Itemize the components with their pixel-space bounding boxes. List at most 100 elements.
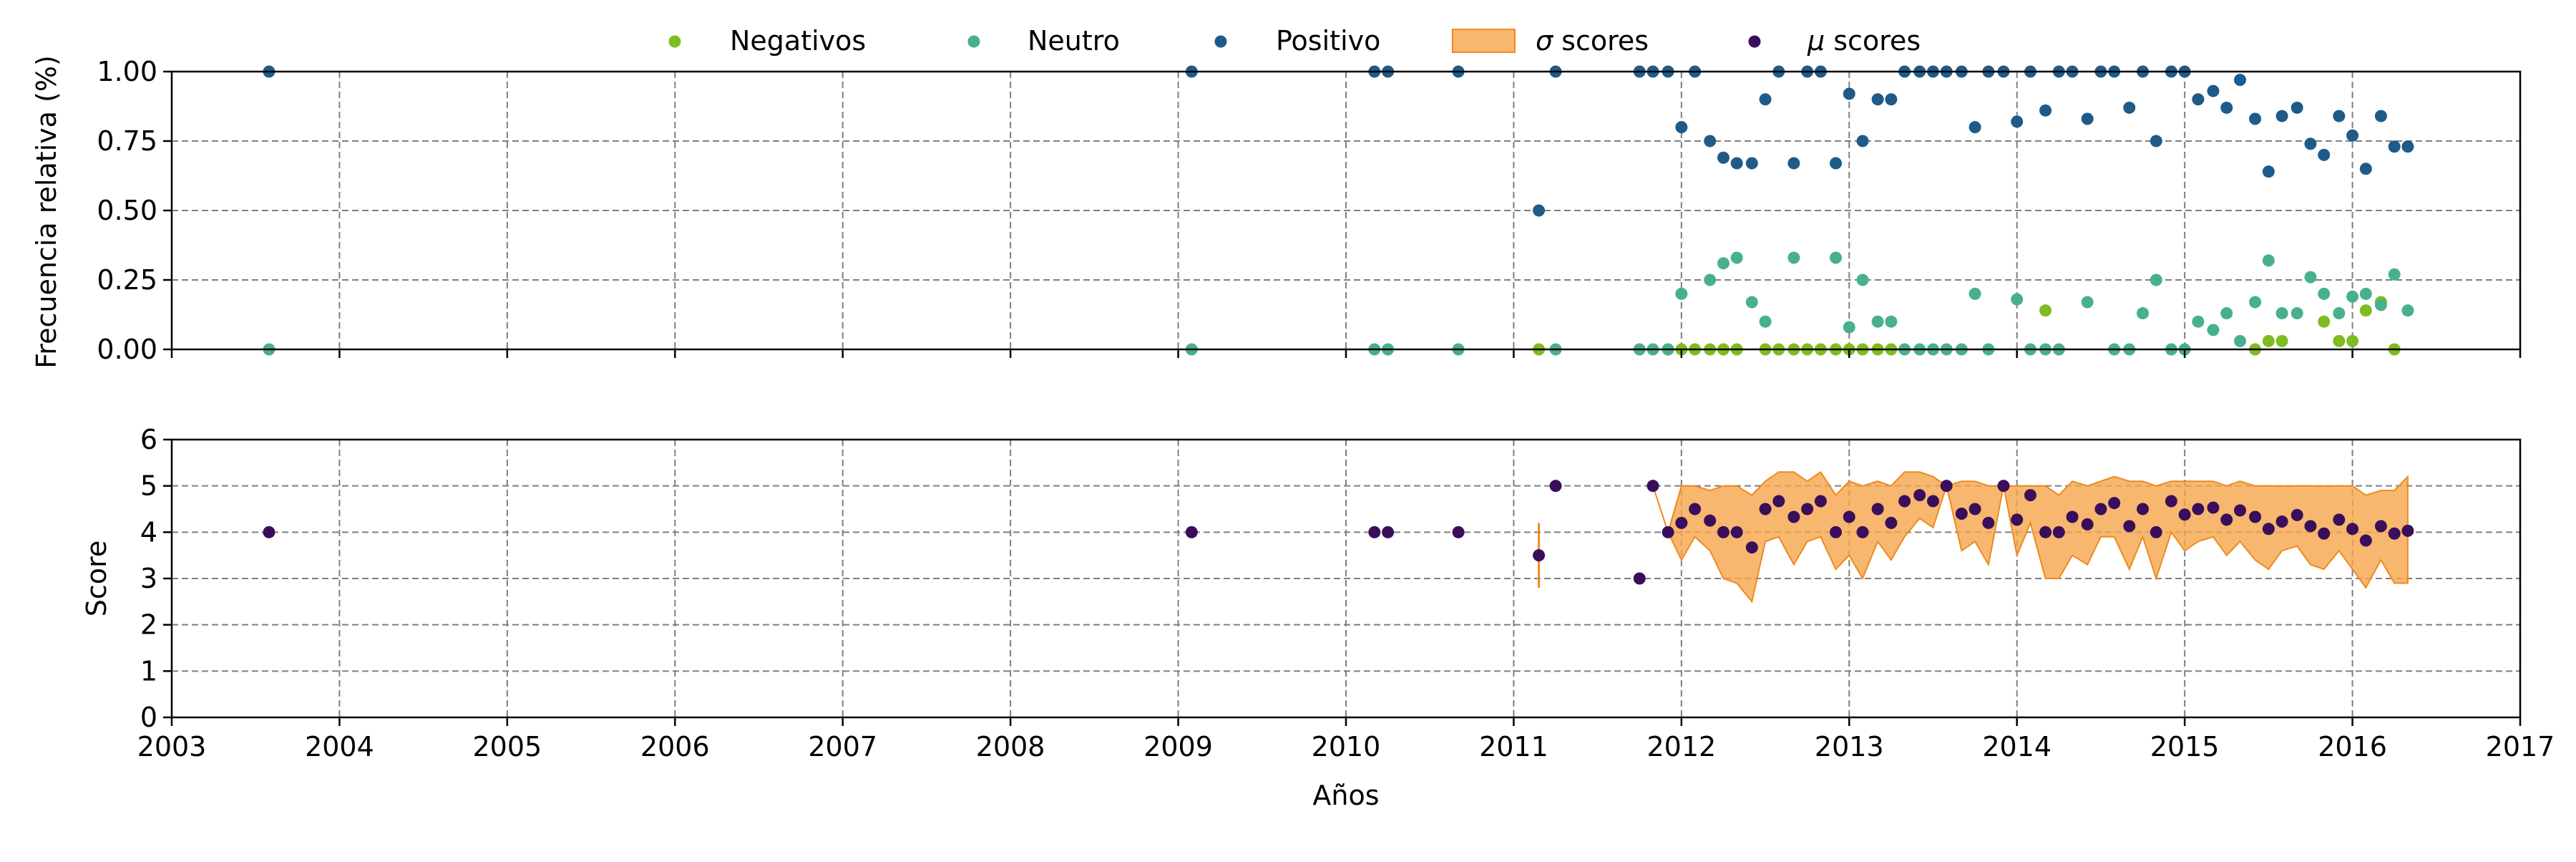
bottom-plot-points	[263, 480, 2414, 585]
neutro-point	[1717, 257, 1729, 270]
mu-score-point	[1982, 516, 1995, 529]
legend-marker-sigma	[1452, 29, 1516, 53]
top-plot-grid	[172, 72, 2520, 349]
neutro-point	[2011, 293, 2024, 306]
positivo-point	[1759, 93, 1772, 106]
positivo-point	[2318, 148, 2331, 161]
top-y-tick-label: 0.00	[97, 334, 157, 365]
neutro-point	[2137, 307, 2150, 320]
x-tick-label: 2008	[976, 731, 1045, 762]
negativos-point	[2318, 315, 2331, 328]
x-tick-label: 2007	[808, 731, 877, 762]
legend-item-sigma-scores: σ scores	[1452, 25, 1649, 57]
neutro-point	[2234, 334, 2247, 347]
neutro-point	[2290, 307, 2303, 320]
positivo-point	[2401, 140, 2414, 153]
bottom-y-tick-label: 3	[140, 563, 157, 594]
negativos-point	[2262, 334, 2275, 347]
mu-score-point	[2123, 520, 2136, 533]
x-tick-label: 2009	[1143, 731, 1213, 762]
positivo-point	[1856, 135, 1869, 147]
mu-score-point	[2081, 518, 2094, 531]
neutro-point	[2318, 287, 2331, 300]
positivo-point	[1717, 151, 1729, 164]
legend: Negativos Neutro Positivo σ scores μ sco…	[668, 25, 1921, 57]
neutro-point	[1787, 251, 1800, 264]
x-tick-label: 2005	[472, 731, 542, 762]
mu-score-point	[1830, 526, 1843, 538]
mu-score-point	[1898, 495, 1911, 508]
x-tick-label: 2016	[2318, 731, 2387, 762]
positivo-point	[2275, 110, 2288, 122]
legend-marker-neutro	[967, 35, 980, 48]
neutro-point	[2249, 296, 2262, 309]
bottom-y-axis-label: Score	[81, 541, 112, 616]
positivo-point	[1704, 135, 1717, 147]
mu-score-point	[1940, 480, 1953, 493]
mu-score-point	[2178, 508, 2191, 521]
mu-score-point	[1955, 507, 1968, 520]
mu-score-point	[2192, 503, 2205, 515]
positivo-point	[2290, 101, 2303, 114]
top-y-tick-label: 0.75	[97, 125, 157, 157]
mu-score-point	[2249, 510, 2262, 523]
neutro-point	[1704, 273, 1717, 286]
legend-label-sigma-scores: σ scores	[1536, 25, 1649, 57]
positivo-point	[1885, 93, 1898, 106]
mu-score-point	[2150, 526, 2162, 538]
mu-score-point	[1885, 516, 1898, 529]
x-tick-label: 2003	[137, 731, 207, 762]
mu-score-point	[2290, 508, 2303, 521]
x-tick-label: 2006	[640, 731, 710, 762]
legend-mu-text: scores	[1825, 25, 1921, 57]
neutro-point	[1968, 287, 1981, 300]
positivo-point	[1787, 157, 1800, 170]
positivo-point	[2192, 93, 2205, 106]
mu-score-point	[1662, 526, 1674, 538]
x-tick-label: 2010	[1312, 731, 1381, 762]
mu-score-point	[1730, 526, 1743, 538]
mu-score-point	[1689, 503, 1702, 515]
positivo-point	[1843, 87, 1855, 100]
mu-score-point	[1533, 549, 1546, 562]
mu-score-point	[1633, 572, 1646, 585]
mu-score-point	[1717, 526, 1729, 538]
mu-score-point	[2066, 510, 2079, 523]
x-axis-label: Años	[1312, 780, 1379, 811]
neutro-point	[2192, 315, 2205, 328]
x-tick-label: 2013	[1815, 731, 1884, 762]
mu-score-point	[2318, 527, 2331, 540]
top-y-axis-label: Frecuencia relativa (%)	[31, 55, 62, 369]
negativos-point	[2346, 334, 2359, 347]
neutro-point	[2401, 304, 2414, 317]
mu-score-point	[1452, 526, 1465, 538]
mu-score-point	[2165, 495, 2177, 508]
mu-score-point	[2374, 520, 2387, 533]
mu-score-point	[1185, 526, 1198, 538]
mu-score-point	[1871, 503, 1884, 515]
positivo-point	[2234, 74, 2247, 87]
x-tick-label: 2004	[305, 731, 374, 762]
legend-marker-mu	[1748, 35, 1761, 48]
mu-score-point	[1787, 510, 1800, 523]
mu-score-point	[1772, 495, 1785, 508]
positivo-point	[1730, 157, 1743, 170]
mu-score-point	[1997, 480, 2010, 493]
legend-label-positivo: Positivo	[1276, 25, 1380, 57]
neutro-point	[1871, 315, 1884, 328]
negativos-point	[2359, 304, 2372, 317]
bottom-y-tick-label: 2	[140, 609, 157, 641]
mu-score-point	[2234, 504, 2247, 517]
positivo-point	[1968, 121, 1981, 134]
positivo-point	[1871, 93, 1884, 106]
mu-score-point	[2359, 534, 2372, 547]
legend-marker-negativos	[668, 35, 681, 48]
legend-item-positivo: Positivo	[1214, 25, 1380, 57]
mu-score-point	[2262, 523, 2275, 536]
positivo-point	[2304, 137, 2317, 150]
neutro-point	[1759, 315, 1772, 328]
positivo-point	[1745, 157, 1758, 170]
x-tick-label: 2015	[2150, 731, 2220, 762]
